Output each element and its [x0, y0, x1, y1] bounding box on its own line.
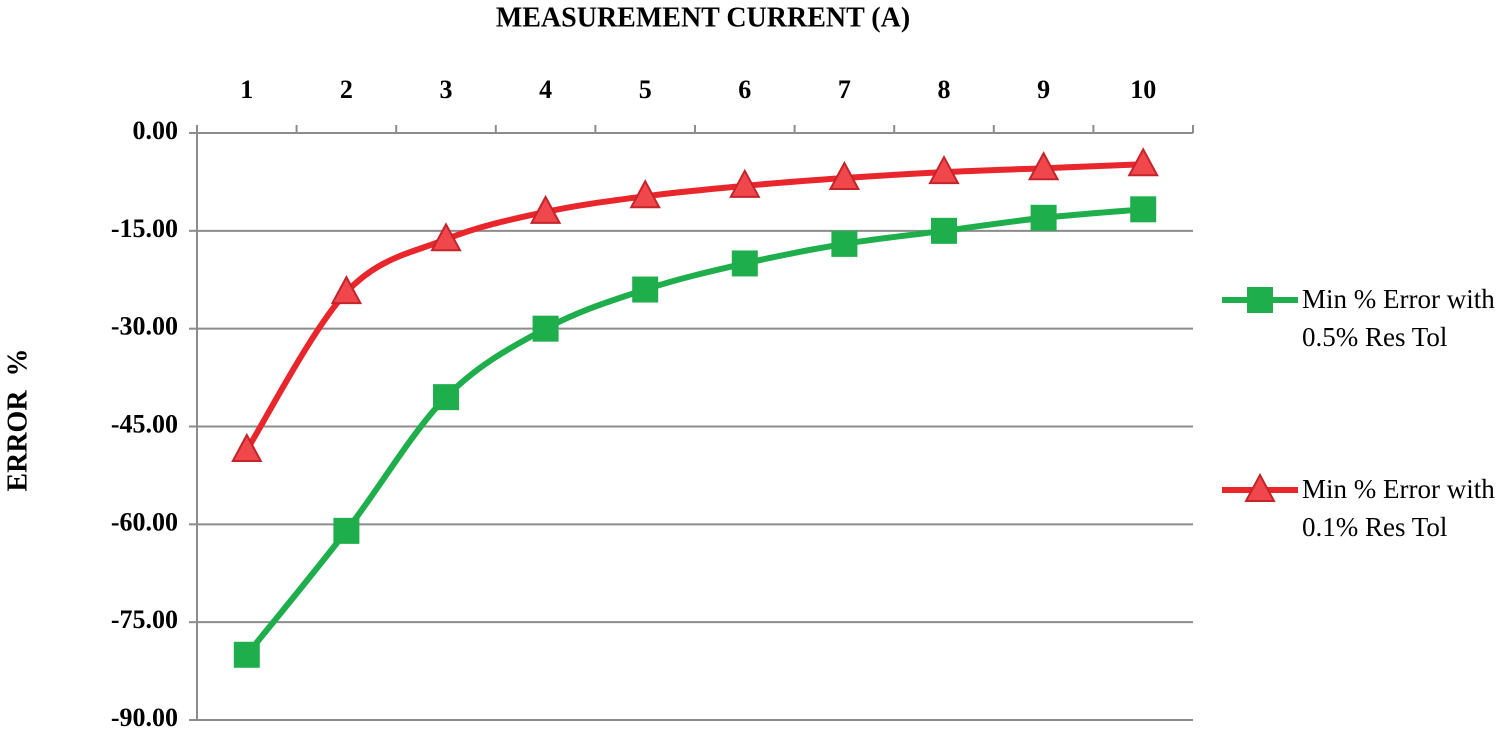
x-tick-label: 3	[440, 75, 453, 104]
data-point	[928, 155, 960, 185]
x-tick-label: 2	[340, 75, 353, 104]
data-point	[632, 276, 659, 303]
y-axis-title: ERROR %	[2, 348, 33, 491]
data-point	[330, 275, 363, 305]
legend-label: Min % Error with 0.1% Res Tol	[1302, 474, 1495, 542]
series-line	[244, 206, 1144, 657]
data-point	[433, 384, 459, 411]
x-tick-label: 6	[738, 75, 751, 104]
data-point	[430, 222, 462, 252]
data-point	[231, 432, 263, 462]
data-point	[729, 168, 761, 198]
data-point	[731, 250, 758, 277]
y-tick-label: -90.00	[111, 703, 178, 732]
series-line	[244, 161, 1144, 452]
data-point	[831, 230, 858, 257]
y-tick-label: -60.00	[111, 507, 178, 536]
y-tick-label: -45.00	[111, 409, 178, 438]
y-tick-label: 0.00	[133, 116, 179, 145]
y-tick-label: -30.00	[111, 312, 178, 341]
data-point	[1130, 196, 1157, 223]
x-tick-label: 10	[1130, 75, 1156, 104]
x-tick-label: 1	[240, 75, 253, 104]
data-point	[629, 179, 661, 209]
data-point	[1127, 147, 1159, 177]
x-tick-label: 8	[938, 75, 951, 104]
data-point	[532, 315, 559, 342]
legend-label: Min % Error with 0.5% Res Tol	[1302, 284, 1495, 352]
x-tick-label: 9	[1037, 75, 1050, 104]
y-tick-label: -75.00	[111, 605, 178, 634]
legend-marker	[1244, 472, 1276, 502]
legend-marker	[1247, 287, 1273, 313]
data-point	[1030, 204, 1057, 231]
chart-title: MEASUREMENT CURRENT (A)	[496, 2, 910, 33]
data-point	[931, 217, 957, 244]
data-point	[1027, 151, 1060, 181]
data-point	[233, 641, 260, 668]
data-point	[529, 194, 562, 224]
x-tick-label: 4	[539, 75, 552, 104]
data-point	[828, 160, 861, 191]
x-tick-label: 7	[838, 75, 851, 104]
y-tick-label: -15.00	[111, 214, 178, 243]
x-tick-label: 5	[639, 75, 652, 104]
data-point	[333, 517, 360, 544]
